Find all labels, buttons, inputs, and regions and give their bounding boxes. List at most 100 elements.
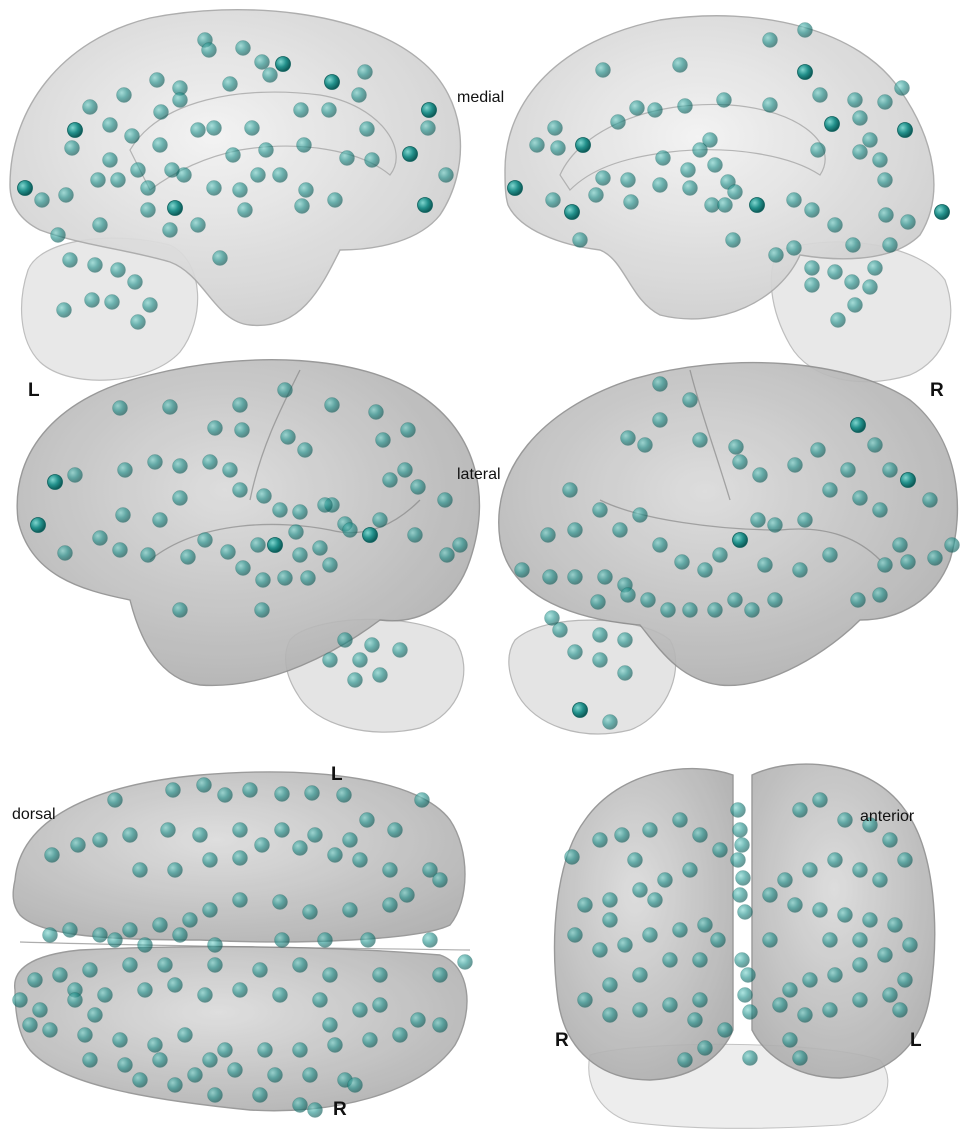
lateral-right-node <box>544 610 560 626</box>
dorsal-node <box>352 1002 368 1018</box>
dorsal-node <box>217 1042 233 1058</box>
lateral-right-node <box>877 557 893 573</box>
lateral-left-node <box>375 432 391 448</box>
anterior-node <box>792 802 808 818</box>
anterior-node <box>827 967 843 983</box>
medial-left-node <box>140 202 156 218</box>
medial-left-node <box>102 152 118 168</box>
medial-right-node <box>827 217 843 233</box>
lateral-right-node <box>637 437 653 453</box>
medial-left-node <box>64 140 80 156</box>
dorsal-node <box>167 1077 183 1093</box>
lateral-left-node <box>235 560 251 576</box>
anterior-node <box>852 992 868 1008</box>
dorsal-node <box>42 1022 58 1038</box>
dorsal-node <box>227 1062 243 1078</box>
lateral-right-node <box>707 602 723 618</box>
anterior-node <box>792 1050 808 1066</box>
medial-left-node <box>167 200 183 216</box>
lateral-left-node <box>410 479 426 495</box>
medial-right-node <box>507 180 523 196</box>
lateral-right-node <box>562 482 578 498</box>
lateral-left-node <box>300 570 316 586</box>
medial-right-node <box>862 132 878 148</box>
anterior-node <box>617 937 633 953</box>
anterior-node <box>737 904 753 920</box>
dorsal-node <box>107 792 123 808</box>
anterior-node <box>682 862 698 878</box>
dorsal-node <box>274 822 290 838</box>
medial-left-node <box>130 162 146 178</box>
lateral-right-node <box>944 537 960 553</box>
dorsal-node <box>117 1057 133 1073</box>
dorsal-node <box>274 932 290 948</box>
lateral-right-node <box>617 632 633 648</box>
dorsal-node <box>304 785 320 801</box>
dorsal-node <box>292 1097 308 1113</box>
anterior-node <box>632 882 648 898</box>
medial-right-node <box>595 62 611 78</box>
anterior-node <box>734 837 750 853</box>
medial-left-node <box>298 182 314 198</box>
lateral-left-node <box>180 549 196 565</box>
lateral-right-node <box>697 562 713 578</box>
medial-left-node <box>162 222 178 238</box>
lateral-right-node <box>752 467 768 483</box>
medial-left-node <box>190 217 206 233</box>
lateral-left-node <box>437 492 453 508</box>
medial-left-node <box>275 56 291 72</box>
lateral-right-node <box>602 714 618 730</box>
medial-right-node <box>547 120 563 136</box>
lateral-left-node <box>232 482 248 498</box>
medial-left-node <box>124 128 140 144</box>
anterior-node <box>692 992 708 1008</box>
dorsal-node <box>307 1102 323 1118</box>
dorsal-node <box>152 1052 168 1068</box>
anterior-node <box>742 1004 758 1020</box>
medial-left-node <box>127 274 143 290</box>
medial-right-node <box>797 22 813 38</box>
dorsal-node <box>122 827 138 843</box>
dorsal-node <box>207 957 223 973</box>
medial-left-node <box>110 262 126 278</box>
anterior-node <box>662 952 678 968</box>
lateral-left-node <box>397 462 413 478</box>
medial-right-node <box>812 87 828 103</box>
dorsal-node <box>322 967 338 983</box>
lateral-right-node <box>592 652 608 668</box>
dorsal-node <box>192 827 208 843</box>
lateral-left-node <box>172 458 188 474</box>
lateral-right-node <box>620 430 636 446</box>
lateral-left-node <box>202 454 218 470</box>
medial-left-node <box>420 120 436 136</box>
anterior-node <box>734 952 750 968</box>
lateral-right-node <box>617 665 633 681</box>
lateral-right-hemisphere <box>498 361 959 735</box>
anterior-node <box>812 792 828 808</box>
lateral-left-node <box>372 667 388 683</box>
lateral-left-node <box>292 504 308 520</box>
medial-right-node <box>629 100 645 116</box>
medial-left-node <box>357 64 373 80</box>
anterior-node <box>712 842 728 858</box>
lateral-right-node <box>757 557 773 573</box>
medial-right-node <box>702 132 718 148</box>
dorsal-node <box>122 922 138 938</box>
lateral-left-node <box>322 652 338 668</box>
lateral-right-node <box>540 527 556 543</box>
dorsal-node <box>399 887 415 903</box>
medial-left-node <box>149 72 165 88</box>
anterior-node <box>802 972 818 988</box>
dorsal-node <box>70 837 86 853</box>
dorsal-node <box>272 987 288 1003</box>
medial-right-node <box>588 187 604 203</box>
lateral-left-node <box>352 652 368 668</box>
medial-left-node <box>206 120 222 136</box>
lateral-right-node <box>927 550 943 566</box>
dorsal-node <box>122 957 138 973</box>
lateral-left-node <box>92 530 108 546</box>
medial-left-node <box>62 252 78 268</box>
dorsal-node <box>392 1027 408 1043</box>
label-dorsal-left: L <box>331 764 343 785</box>
dorsal-node <box>322 1017 338 1033</box>
